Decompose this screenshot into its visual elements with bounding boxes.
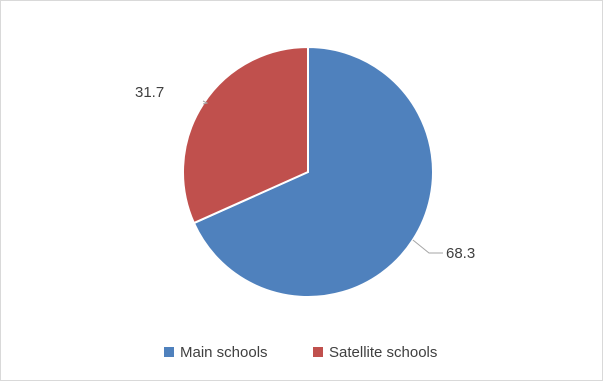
data-label-main-schools: 68.3 [446, 245, 475, 262]
legend-swatch-main-schools [164, 347, 174, 357]
pie-slices [182, 45, 434, 298]
legend-label-main-schools: Main schools [180, 344, 268, 361]
leader-line-main-schools [412, 239, 443, 254]
legend-swatch-satellite-schools [313, 347, 323, 357]
data-labels: 68.3 31.7 [135, 84, 475, 262]
legend: Main schools Satellite schools [164, 344, 437, 361]
leader-lines [202, 100, 443, 254]
data-label-satellite-schools: 31.7 [135, 84, 164, 101]
legend-label-satellite-schools: Satellite schools [329, 344, 437, 361]
leader-line-satellite-schools [202, 100, 209, 105]
